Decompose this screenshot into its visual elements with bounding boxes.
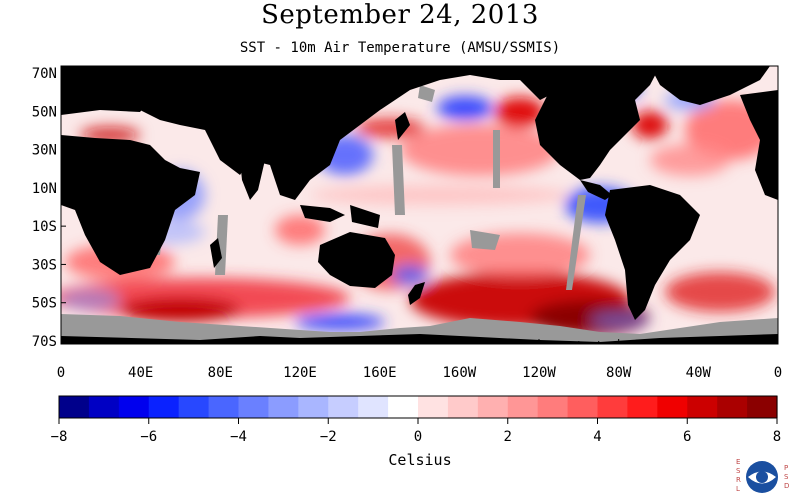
latitude-axis: 70N 50N 30N 10N 10S 30S 50S 70S [32, 66, 66, 350]
noaa-esrl-psd-logo: E S R L P S D [736, 458, 789, 493]
svg-text:S: S [736, 467, 741, 475]
colorbar-swatch [148, 396, 180, 418]
svg-text:L: L [736, 485, 740, 493]
colorbar-swatch [328, 396, 359, 418]
lat-label: 50S [32, 296, 57, 312]
colorbar-tick-label: 6 [683, 429, 691, 445]
lat-label: 10S [32, 219, 57, 235]
land-masses [61, 66, 778, 344]
lat-label: 70S [32, 334, 57, 350]
lat-label: 30N [32, 143, 57, 159]
lon-label: 40E [128, 365, 153, 381]
svg-text:S: S [784, 473, 789, 481]
lon-label: 0 [774, 365, 782, 381]
svg-text:D: D [784, 482, 789, 490]
lon-label: 160E [363, 365, 397, 381]
lat-label: 30S [32, 257, 57, 273]
colorbar-tick-label: −4 [230, 429, 247, 445]
lon-label: 160W [442, 365, 476, 381]
colorbar-swatch [298, 396, 329, 418]
colorbar-swatch [418, 396, 449, 418]
colorbar-swatch [747, 396, 778, 418]
map-title: September 24, 2013 [261, 0, 539, 30]
lat-label: 10N [32, 181, 57, 197]
colorbar-swatch [59, 396, 90, 418]
colorbar-tick-label: −2 [320, 429, 337, 445]
lon-label: 80W [606, 365, 632, 381]
colorbar-swatch [477, 396, 509, 418]
colorbar-swatch [627, 396, 658, 418]
lon-label: 120W [522, 365, 556, 381]
colorbar-swatch [388, 396, 419, 418]
colorbar-tick-label: 2 [504, 429, 512, 445]
colorbar-swatch [537, 396, 569, 418]
colorbar-tick-label: 4 [593, 429, 601, 445]
colorbar-swatch [507, 396, 539, 418]
lon-label: 40W [686, 365, 712, 381]
colorbar-swatch [268, 396, 299, 418]
lon-label: 0 [57, 365, 65, 381]
lon-label: 120E [283, 365, 317, 381]
colorbar-swatch [447, 396, 479, 418]
colorbar-swatch [717, 396, 748, 418]
colorbar-swatch [238, 396, 270, 418]
colorbar-swatch [657, 396, 688, 418]
lat-label: 50N [32, 104, 57, 120]
map-subtitle: SST - 10m Air Temperature (AMSU/SSMIS) [239, 40, 561, 56]
svg-text:E: E [736, 458, 740, 466]
colorbar-swatch [118, 396, 150, 418]
colorbar-swatch [88, 396, 120, 418]
colorbar-swatch [178, 396, 210, 418]
colorbar-tick-label: 8 [773, 429, 781, 445]
svg-text:P: P [784, 464, 788, 472]
colorbar-tick-label: 0 [414, 429, 422, 445]
colorbar: −8 −6 −4 −2 0 2 4 6 8 [51, 395, 781, 445]
longitude-axis: 0 40E 80E 120E 160E 160W 120W 80W 40W 0 [57, 339, 782, 381]
svg-text:R: R [736, 476, 741, 484]
colorbar-swatch [597, 396, 629, 418]
colorbar-swatch [208, 396, 240, 418]
colorbar-tick-label: −6 [140, 429, 157, 445]
map-plot-area [61, 66, 778, 344]
colorbar-swatch [358, 396, 389, 418]
colorbar-label: Celsius [388, 451, 452, 469]
lat-label: 70N [32, 66, 57, 82]
colorbar-swatch [567, 396, 599, 418]
colorbar-swatch [687, 396, 718, 418]
lon-label: 80E [208, 365, 233, 381]
colorbar-tick-label: −8 [51, 429, 68, 445]
